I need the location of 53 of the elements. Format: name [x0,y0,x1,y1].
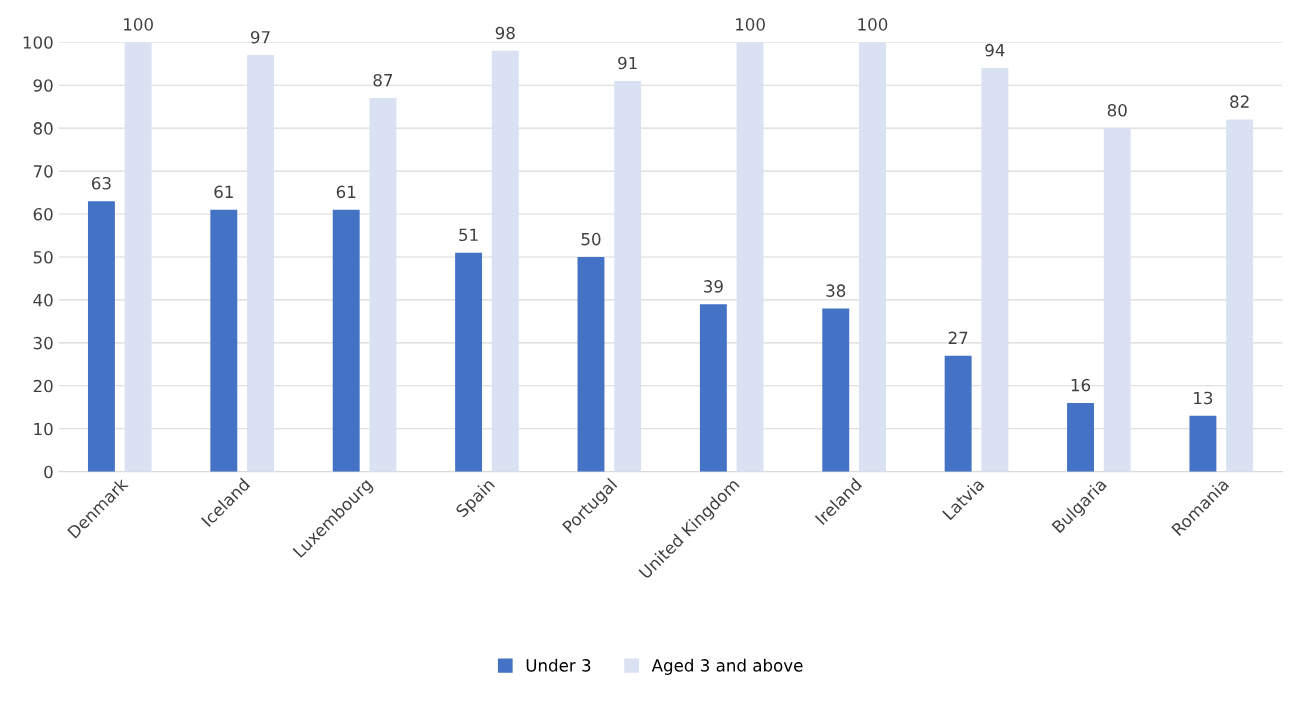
bar [614,80,642,472]
data-label: 50 [581,232,601,246]
legend-label: Under 3 [526,658,591,672]
bar [124,42,152,472]
bar [944,355,972,472]
data-label: 87 [373,73,393,87]
bar [577,256,605,472]
data-label: 100 [736,18,765,31]
data-label: 13 [1194,391,1213,405]
bar [210,209,238,472]
data-label: 27 [948,331,968,344]
bar [981,68,1009,472]
data-label: 100 [858,18,888,31]
y-tick-label: 30 [33,336,53,350]
bar [247,55,274,472]
bar [332,209,360,472]
data-label: 94 [985,43,1005,57]
data-label: 38 [826,284,846,297]
bar [736,42,764,472]
data-label: 63 [91,176,111,190]
data-label: 39 [704,280,723,293]
bar [1103,128,1131,472]
bar [1189,415,1217,472]
data-label: 80 [1107,103,1127,117]
bar [491,50,519,472]
bar [369,98,397,472]
y-tick-label: 60 [33,207,53,221]
bar [822,308,850,472]
bar [859,42,886,472]
bar [1067,402,1094,472]
data-label: 98 [495,26,515,40]
data-label: 100 [124,18,153,31]
data-label: 97 [250,30,270,44]
bar [699,304,727,472]
y-tick-label: 100 [23,36,53,49]
y-tick-label: 10 [34,422,53,436]
bar [455,252,483,472]
bar [87,201,115,472]
y-tick-label: 50 [33,250,53,264]
data-label: 82 [1230,95,1249,108]
data-label: 16 [1071,378,1091,392]
y-tick-label: 70 [33,165,53,178]
y-tick-label: 80 [33,122,53,135]
bar [1226,119,1254,472]
y-tick-label: 0 [44,465,53,479]
data-label: 51 [459,228,478,242]
legend-label: Aged 3 and above [651,658,803,675]
y-tick-label: 40 [33,293,53,307]
y-tick-label: 90 [33,79,53,92]
y-tick-label: 20 [33,379,53,393]
data-label: 91 [618,56,637,70]
data-label: 61 [336,185,356,199]
data-label: 61 [214,185,233,199]
